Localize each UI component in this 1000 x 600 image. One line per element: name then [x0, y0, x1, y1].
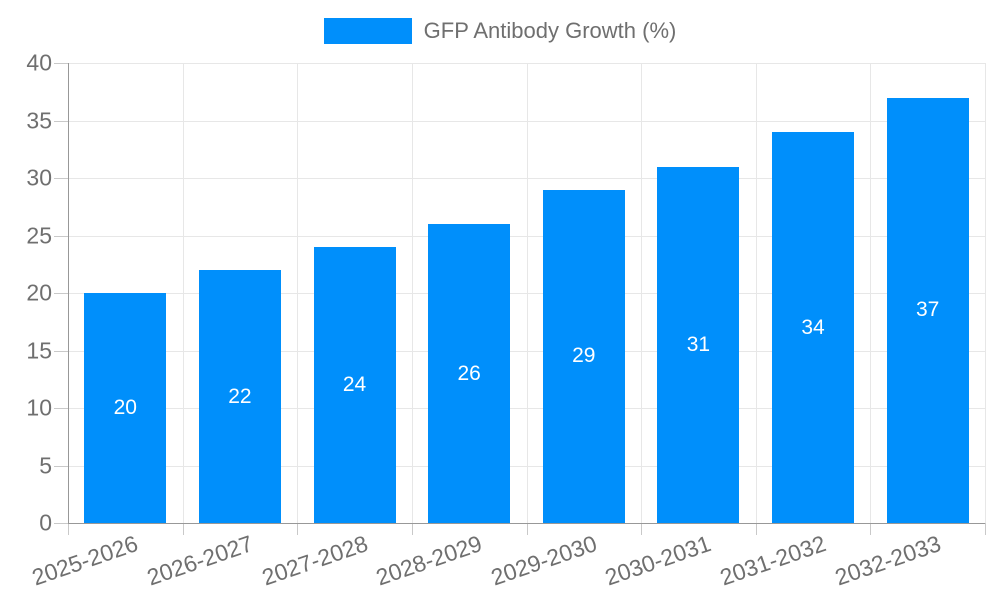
legend-label: GFP Antibody Growth (%) — [423, 18, 677, 43]
x-axis-tick — [870, 523, 872, 535]
x-axis-category-label: 2025-2026 — [28, 530, 142, 591]
y-axis-tick — [54, 293, 68, 294]
x-axis-line — [68, 523, 985, 524]
y-axis-tick-label: 10 — [26, 394, 52, 421]
x-axis-category-label: 2031-2032 — [716, 530, 830, 591]
gridline-vertical — [755, 63, 757, 523]
bar-2032-2033[interactable] — [886, 97, 969, 523]
bar-2030-2031[interactable] — [657, 166, 740, 523]
y-axis-tick — [54, 465, 68, 467]
y-axis-line — [68, 63, 69, 524]
y-axis-tick — [54, 178, 68, 179]
y-axis-tick-label: 30 — [26, 164, 52, 191]
gridline-vertical — [411, 63, 413, 523]
x-axis-category-label: 2029-2030 — [487, 530, 600, 591]
x-axis-tick — [411, 523, 413, 535]
x-axis-tick — [755, 523, 757, 535]
bar-2026-2027[interactable] — [198, 270, 281, 523]
x-axis-category-label: 2028-2029 — [372, 530, 486, 591]
x-axis-tick — [297, 523, 299, 535]
x-axis-category-label: 2032-2033 — [831, 530, 944, 591]
x-axis-tick — [985, 523, 986, 535]
y-axis-tick — [54, 120, 68, 122]
bar-2025-2026[interactable] — [84, 293, 167, 523]
gridline-vertical — [182, 63, 184, 523]
y-axis-tick-label: 40 — [26, 49, 52, 76]
y-axis-tick — [54, 63, 68, 64]
gridline-vertical — [526, 63, 528, 523]
gridline-vertical — [297, 63, 299, 523]
y-axis-tick — [54, 350, 68, 352]
bar-2029-2030[interactable] — [542, 189, 625, 523]
legend-swatch-icon — [323, 18, 412, 44]
bar-2027-2028[interactable] — [313, 247, 396, 523]
y-axis-tick — [54, 408, 68, 409]
y-axis-tick-label: 15 — [26, 337, 52, 363]
y-axis-tick-label: 20 — [26, 279, 52, 306]
y-axis-tick-label: 0 — [39, 509, 52, 536]
x-axis-tick — [68, 523, 69, 535]
x-axis-category-label: 2027-2028 — [258, 530, 371, 591]
bar-2028-2029[interactable] — [428, 224, 511, 523]
y-axis-tick-label: 25 — [26, 222, 52, 248]
x-axis-category-label: 2026-2027 — [143, 530, 257, 591]
x-axis-tick — [641, 523, 643, 535]
gridline-vertical — [985, 63, 986, 523]
y-axis-tick-label: 35 — [26, 107, 52, 133]
x-axis-tick — [182, 523, 184, 535]
y-axis-tick — [54, 235, 68, 237]
x-axis-tick — [526, 523, 528, 535]
y-axis-tick-label: 5 — [39, 452, 52, 478]
gridline-vertical — [641, 63, 643, 523]
legend[interactable]: GFP Antibody Growth (%) — [0, 18, 1000, 44]
y-axis-tick — [54, 523, 68, 524]
bar-2031-2032[interactable] — [772, 132, 855, 523]
gridline-vertical — [870, 63, 872, 523]
x-axis-category-label: 2030-2031 — [602, 530, 715, 591]
